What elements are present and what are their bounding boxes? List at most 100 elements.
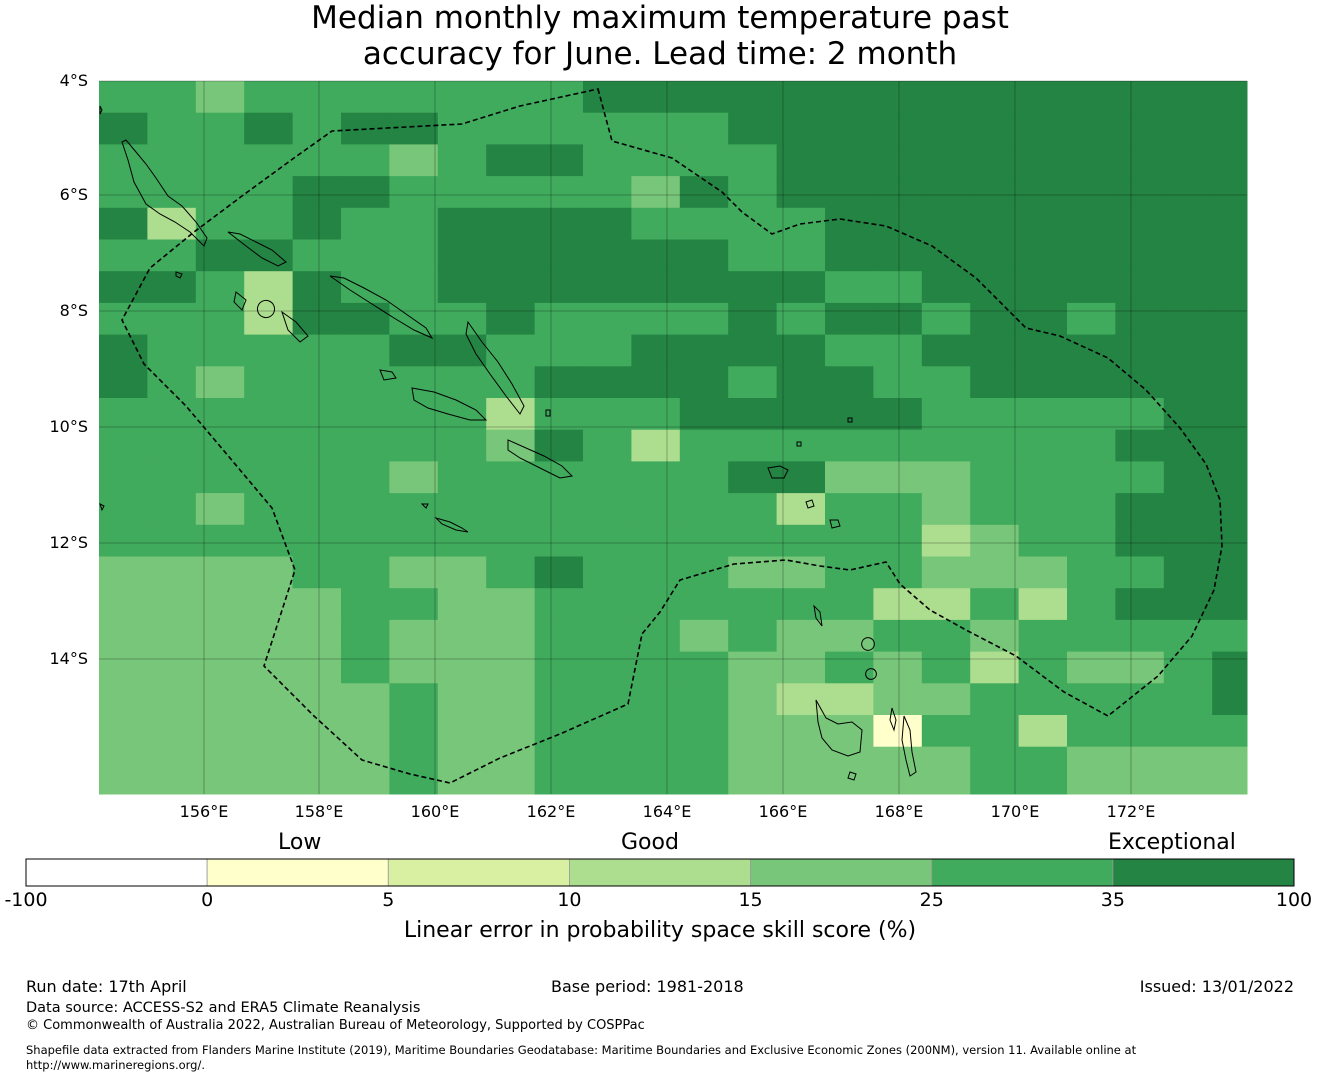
skill-cell <box>147 556 197 589</box>
skill-cell <box>1115 334 1165 367</box>
skill-cell <box>534 207 584 240</box>
skill-cell <box>1163 715 1213 748</box>
skill-cell <box>970 746 1020 795</box>
skill-cell <box>583 461 632 494</box>
skill-cell <box>341 556 390 589</box>
skill-cell <box>728 619 778 653</box>
skill-cell <box>195 461 245 494</box>
skill-cell <box>437 461 487 494</box>
skill-cell <box>341 651 390 684</box>
skill-cell <box>341 207 390 240</box>
skill-cell <box>1163 429 1213 462</box>
skill-cell <box>437 556 487 589</box>
skill-cell <box>1018 302 1068 336</box>
skill-cell <box>99 366 148 399</box>
skill-cell <box>244 366 294 399</box>
skill-cell <box>389 207 439 240</box>
skill-cell <box>1212 112 1248 145</box>
skill-cell <box>1163 619 1213 653</box>
skill-cell <box>1163 81 1213 114</box>
skill-cell <box>776 619 826 653</box>
skill-cell <box>195 493 245 526</box>
map-title: Median monthly maximum temperature past … <box>0 0 1320 72</box>
skill-cell <box>147 334 197 367</box>
islet-1 <box>175 271 183 279</box>
skill-cell <box>341 493 390 526</box>
skill-cell <box>292 271 342 304</box>
skill-cell <box>1115 398 1165 431</box>
skill-cell <box>1212 619 1248 653</box>
skill-cell <box>679 683 729 716</box>
skill-cell <box>244 746 294 795</box>
skill-cell <box>486 176 536 209</box>
skill-cell <box>292 746 342 795</box>
skill-cell <box>679 524 729 557</box>
base-period: Base period: 1981-2018 <box>551 977 744 996</box>
skill-cell <box>776 493 826 526</box>
lon-label: 164°E <box>642 802 692 821</box>
skill-cell <box>147 271 197 304</box>
skill-cell <box>679 588 729 621</box>
islet-6 <box>420 503 429 509</box>
skill-cell <box>1115 746 1165 795</box>
skill-cell <box>776 176 826 209</box>
skill-cell <box>389 556 439 589</box>
skill-cell <box>292 493 342 526</box>
skill-cell <box>1115 271 1165 304</box>
skill-cell <box>195 334 245 367</box>
skill-cell <box>873 207 923 240</box>
skill-cell <box>583 302 632 336</box>
skill-cell <box>1018 144 1068 177</box>
skill-cell <box>776 366 826 399</box>
skill-cell <box>921 461 971 494</box>
skill-cell <box>631 429 681 462</box>
skill-cell <box>486 398 536 431</box>
category-exceptional-label: Exceptional <box>1108 830 1236 855</box>
island-rennell <box>434 516 469 533</box>
skill-cell <box>99 461 148 494</box>
skill-cell <box>389 493 439 526</box>
skill-cell <box>534 683 584 716</box>
skill-cell <box>1115 588 1165 621</box>
skill-cell <box>341 81 390 114</box>
colorbar-swatch <box>387 858 570 887</box>
skill-cell <box>776 651 826 684</box>
skill-cell <box>583 715 632 748</box>
island-espiritu-santo <box>815 699 863 757</box>
skill-cell <box>1115 112 1165 145</box>
skill-cell <box>921 429 971 462</box>
skill-cell <box>970 144 1020 177</box>
skill-cell <box>970 683 1020 716</box>
skill-cell <box>728 271 778 304</box>
skill-cell <box>99 524 148 557</box>
skill-cell <box>341 176 390 209</box>
skill-cell <box>1067 302 1116 336</box>
skill-cell <box>292 81 342 114</box>
skill-cell <box>631 176 681 209</box>
lat-label: 12°S <box>49 533 88 552</box>
skill-cell <box>1115 493 1165 526</box>
issued-date: Issued: 13/01/2022 <box>1139 977 1294 996</box>
skill-cell <box>486 651 536 684</box>
skill-cell <box>389 746 439 795</box>
skill-cell <box>1115 429 1165 462</box>
coastlines <box>99 105 917 781</box>
skill-cell <box>1163 239 1213 272</box>
skill-cell <box>1212 271 1248 304</box>
skill-cell <box>921 619 971 653</box>
skill-cell <box>631 493 681 526</box>
skill-cell <box>244 493 294 526</box>
skill-cell <box>341 683 390 716</box>
skill-cell <box>921 588 971 621</box>
skill-cell <box>825 715 874 748</box>
skill-cell <box>486 556 536 589</box>
lon-label: 170°E <box>990 802 1040 821</box>
skill-cell <box>292 619 342 653</box>
skill-cell <box>1018 176 1068 209</box>
skill-cell <box>776 524 826 557</box>
skill-cell <box>583 493 632 526</box>
skill-cell <box>825 271 874 304</box>
skill-cell <box>244 524 294 557</box>
colorbar-swatch <box>206 858 389 887</box>
skill-cell <box>1018 556 1068 589</box>
